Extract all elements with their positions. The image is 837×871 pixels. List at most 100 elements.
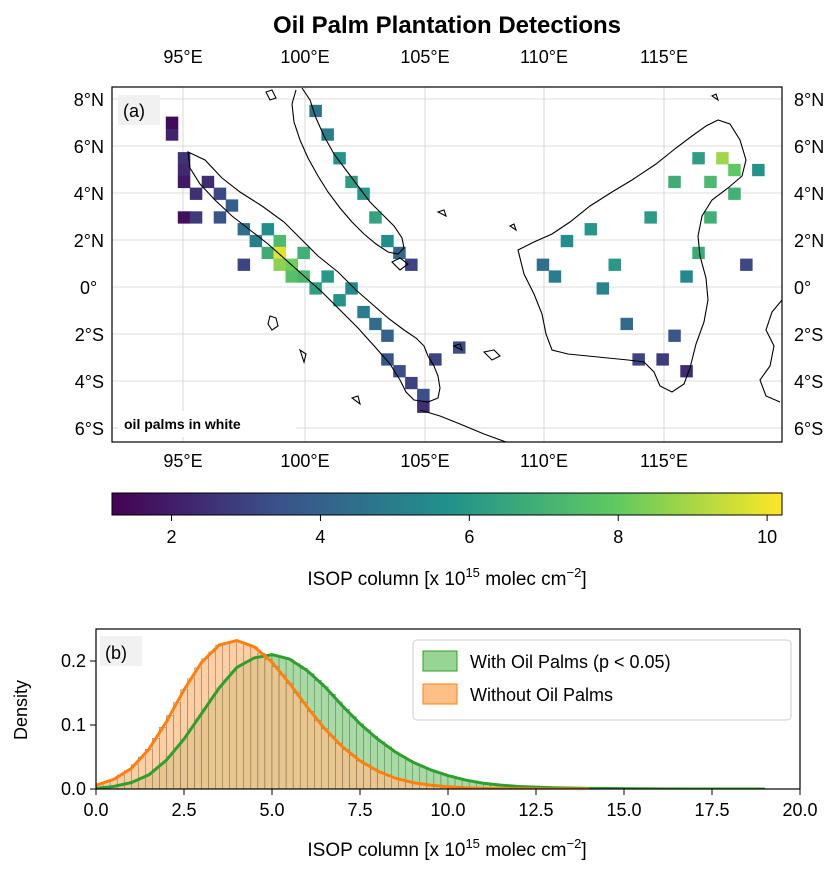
island-coastline xyxy=(352,396,360,404)
histogram-bar xyxy=(328,736,335,789)
histogram-bar xyxy=(335,743,342,789)
map-cell xyxy=(226,199,239,211)
map-cell xyxy=(190,188,203,200)
colorbar-label: ISOP column [x 1015 molec cm−2] xyxy=(307,565,586,590)
hist-x-tick-label: 5.0 xyxy=(259,800,284,820)
histogram-bar xyxy=(244,644,251,789)
map-cell xyxy=(692,152,705,164)
hist-y-tick-label: 0.1 xyxy=(61,715,86,735)
map-top-tick-label: 105°E xyxy=(400,47,449,67)
map-cell xyxy=(274,247,287,259)
map-cell xyxy=(286,270,299,282)
map-cell xyxy=(369,318,382,330)
map-cell xyxy=(429,353,442,365)
hist-x-tick-label: 20.0 xyxy=(782,800,817,820)
map-top-tick-label: 115°E xyxy=(640,47,688,67)
histogram-bar xyxy=(307,711,314,789)
map-cell xyxy=(369,211,382,223)
map-cell xyxy=(668,330,681,342)
hist-x-tick-label: 10.0 xyxy=(430,800,465,820)
map-frame xyxy=(112,87,782,442)
map-cell xyxy=(166,128,179,140)
island-coastline xyxy=(510,224,516,230)
map-right-tick-label: 4°N xyxy=(794,184,824,204)
histogram-bar xyxy=(364,765,371,789)
map-right-tick-label: 8°N xyxy=(794,90,824,110)
map-bottom-tick-label: 115°E xyxy=(640,451,688,471)
hist-ylabel: Density xyxy=(11,680,31,740)
map-cell xyxy=(692,247,705,259)
map-cell xyxy=(716,152,729,164)
map-cell xyxy=(178,164,191,176)
map-cell xyxy=(609,259,622,271)
hist-xlabel-close: ] xyxy=(581,840,586,861)
hist-panel-label: (b) xyxy=(105,643,127,663)
island-coastline xyxy=(438,210,446,216)
map-cell xyxy=(250,235,263,247)
histogram-bar xyxy=(152,738,159,789)
map-left-tick-label: 6°S xyxy=(75,419,104,439)
map-cell xyxy=(345,282,358,294)
legend-swatch-without-oil-palms xyxy=(423,684,457,704)
histogram-bar xyxy=(356,761,363,789)
map-cell xyxy=(238,259,251,271)
hist-xlabel-unit-exp: −2 xyxy=(567,836,582,851)
histogram-bar xyxy=(230,641,237,789)
map-cell xyxy=(704,176,717,188)
map-right-tick-labels: 8°N 6°N 4°N 2°N 0° 2°S 4°S 6°S xyxy=(794,90,824,439)
legend-label-without-oil-palms: Without Oil Palms xyxy=(470,685,613,705)
island-coastline xyxy=(268,316,278,330)
malay-peninsula-coastline xyxy=(292,88,404,254)
map-cells xyxy=(166,105,765,413)
hist-x-tick-label: 7.5 xyxy=(347,800,372,820)
map-cell xyxy=(297,247,310,259)
map-right-tick-label: 4°S xyxy=(794,372,823,392)
hist-y-ticks: 0.00.10.2 xyxy=(61,651,96,799)
colorbar-label-unit-exp: −2 xyxy=(567,565,582,580)
hist-x-tick-label: 15.0 xyxy=(606,800,641,820)
colorbar-tick-label: 4 xyxy=(315,527,325,547)
colorbar-tick-label: 8 xyxy=(613,527,623,547)
map-cell xyxy=(752,164,765,176)
colorbar-label-exp: 15 xyxy=(465,565,479,580)
map-cell xyxy=(190,211,203,223)
map-cell xyxy=(381,353,394,365)
map-cell xyxy=(597,282,610,294)
histogram-bar xyxy=(251,647,258,789)
map-cell xyxy=(274,259,287,271)
map-cell xyxy=(656,353,669,365)
sulawesi-coastline xyxy=(760,300,782,402)
hist-xlabel-unit: molec cm xyxy=(480,840,567,861)
map-cell xyxy=(680,365,693,377)
hist-xlabel: ISOP column [x 1015 molec cm−2] xyxy=(307,836,586,861)
map-cell xyxy=(274,235,287,247)
map-top-tick-labels: 95°E 100°E 105°E 110°E 115°E xyxy=(163,47,688,67)
map-cell xyxy=(585,223,598,235)
hist-xlabel-text: ISOP column [x 10 xyxy=(307,840,465,861)
map-cell xyxy=(166,117,179,129)
map-panel-label: (a) xyxy=(123,101,145,121)
map-cell xyxy=(381,235,394,247)
map-cell xyxy=(728,188,741,200)
map-right-tick-label: 0° xyxy=(794,278,811,298)
hist-legend: With Oil Palms (p < 0.05) Without Oil Pa… xyxy=(413,640,791,720)
map-cell xyxy=(632,353,645,365)
map-annotation: oil palms in white xyxy=(124,416,241,432)
map-left-tick-label: 6°N xyxy=(74,137,104,157)
histogram-bar xyxy=(314,720,321,789)
map-cell xyxy=(357,306,370,318)
map-left-tick-label: 2°S xyxy=(75,325,104,345)
map-cell xyxy=(381,330,394,342)
histogram-bar xyxy=(279,675,286,789)
colorbar-label-close: ] xyxy=(581,569,586,590)
histogram-bar xyxy=(209,652,216,789)
map-cell xyxy=(453,341,466,353)
map-right-tick-label: 2°N xyxy=(794,231,824,251)
map-cell xyxy=(214,211,227,223)
map-left-tick-labels: 8°N 6°N 4°N 2°N 0° 2°S 4°S 6°S xyxy=(74,90,104,439)
map-right-tick-label: 6°S xyxy=(794,419,823,439)
histogram-bar xyxy=(159,727,166,789)
map-left-tick-label: 0° xyxy=(80,278,97,298)
